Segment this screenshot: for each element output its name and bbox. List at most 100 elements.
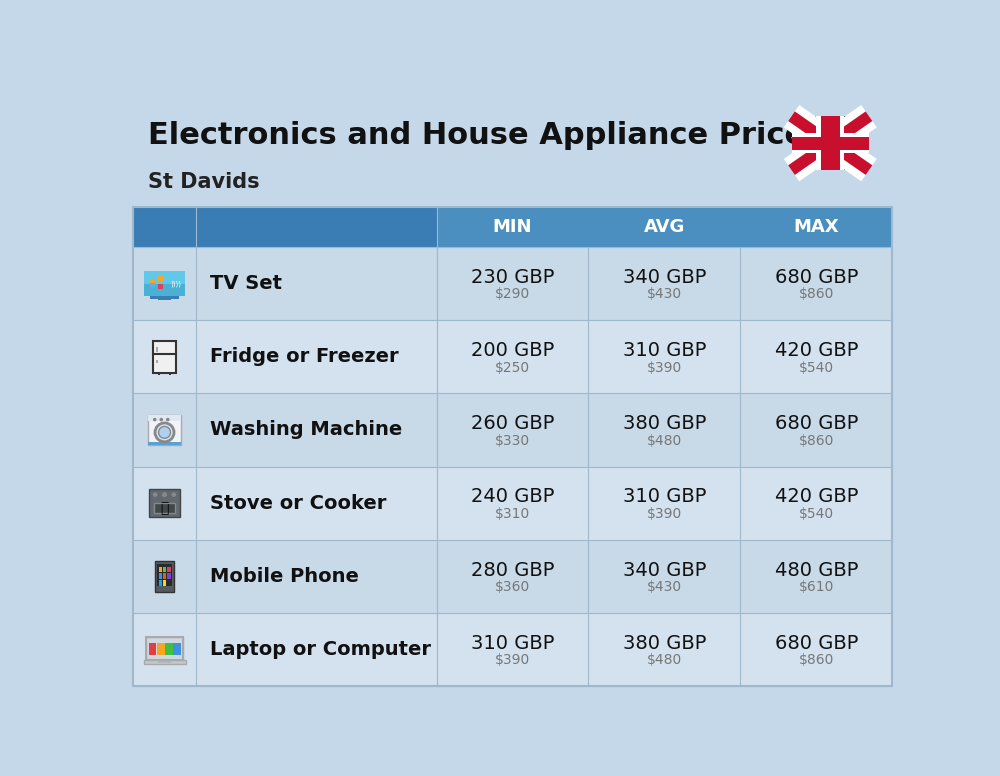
Bar [158,299,171,300]
Bar [157,564,172,586]
Text: St Davids: St Davids [148,171,260,192]
Bar [133,393,892,466]
Bar [155,561,174,592]
Text: AVG: AVG [644,218,685,236]
Text: $250: $250 [495,361,530,375]
Text: 310 GBP: 310 GBP [471,634,554,653]
Text: $390: $390 [647,507,682,521]
Bar [163,580,166,586]
Text: 380 GBP: 380 GBP [623,634,706,653]
Text: $430: $430 [647,580,682,594]
Bar [158,276,163,281]
Bar [133,207,892,686]
Text: 260 GBP: 260 GBP [471,414,554,433]
Text: $860: $860 [799,287,834,301]
Circle shape [163,493,166,497]
Circle shape [154,493,157,497]
Bar [816,116,844,170]
Bar [792,116,869,170]
Text: 680 GBP: 680 GBP [775,414,858,433]
Bar [144,271,185,296]
Bar [148,442,181,445]
Bar [173,643,181,655]
Bar [169,373,171,375]
Text: $310: $310 [495,507,530,521]
Text: )))): )))) [170,280,181,287]
Text: $290: $290 [495,287,530,301]
Text: $390: $390 [495,653,530,667]
Bar [146,636,183,660]
Bar [792,133,869,153]
Text: Mobile Phone: Mobile Phone [210,566,359,586]
Bar [167,573,171,579]
Text: $480: $480 [647,434,682,448]
Circle shape [160,418,162,421]
Bar [150,282,155,287]
Circle shape [155,423,174,442]
Text: 420 GBP: 420 GBP [775,341,858,360]
Text: MAX: MAX [793,218,839,236]
Text: $430: $430 [647,287,682,301]
Bar [156,360,158,363]
Circle shape [154,418,156,421]
Bar [133,613,892,686]
Bar [148,415,181,445]
Text: $390: $390 [647,361,682,375]
Text: 680 GBP: 680 GBP [775,634,858,653]
Circle shape [172,493,176,497]
Bar [821,116,840,170]
Bar [159,566,162,572]
Bar [158,661,171,663]
Text: $480: $480 [647,653,682,667]
Text: MIN: MIN [493,218,532,236]
Bar [149,489,180,518]
Text: 🔥: 🔥 [160,501,169,515]
Text: Electronics and House Appliance Prices: Electronics and House Appliance Prices [148,121,824,150]
Text: 380 GBP: 380 GBP [623,414,706,433]
Text: $360: $360 [495,580,530,594]
Bar [146,636,183,660]
Text: 420 GBP: 420 GBP [775,487,858,507]
Bar [133,540,892,613]
Bar [159,580,162,586]
Bar [133,207,437,247]
Text: $860: $860 [799,434,834,448]
Bar [148,415,181,421]
Bar [150,280,155,285]
Text: Stove or Cooker: Stove or Cooker [210,494,387,513]
Text: $330: $330 [495,434,530,448]
Bar [144,660,186,664]
Text: 200 GBP: 200 GBP [471,341,554,360]
Text: TV Set: TV Set [210,274,282,293]
Bar [158,373,160,375]
Circle shape [159,427,170,438]
Bar [163,566,166,572]
Text: 340 GBP: 340 GBP [623,268,706,287]
Bar [149,643,156,655]
Bar [133,320,892,393]
Text: 240 GBP: 240 GBP [471,487,554,507]
Text: 230 GBP: 230 GBP [471,268,554,287]
Bar [165,643,173,655]
Text: 340 GBP: 340 GBP [623,560,706,580]
Text: 280 GBP: 280 GBP [471,560,554,580]
Bar [163,573,166,579]
Text: $860: $860 [799,653,834,667]
Text: $610: $610 [799,580,834,594]
Bar [157,643,165,655]
Bar [792,137,869,150]
Text: $540: $540 [799,361,834,375]
Bar [144,271,185,284]
Text: $540: $540 [799,507,834,521]
Circle shape [163,493,166,497]
Bar [150,296,179,299]
Text: Laptop or Computer: Laptop or Computer [210,640,431,659]
Circle shape [167,418,169,421]
Bar [167,566,171,572]
Text: Fridge or Freezer: Fridge or Freezer [210,348,399,366]
Text: 310 GBP: 310 GBP [623,341,706,360]
Bar [154,503,175,513]
Bar [158,284,163,289]
Text: 480 GBP: 480 GBP [775,560,858,580]
Text: Washing Machine: Washing Machine [210,421,402,439]
